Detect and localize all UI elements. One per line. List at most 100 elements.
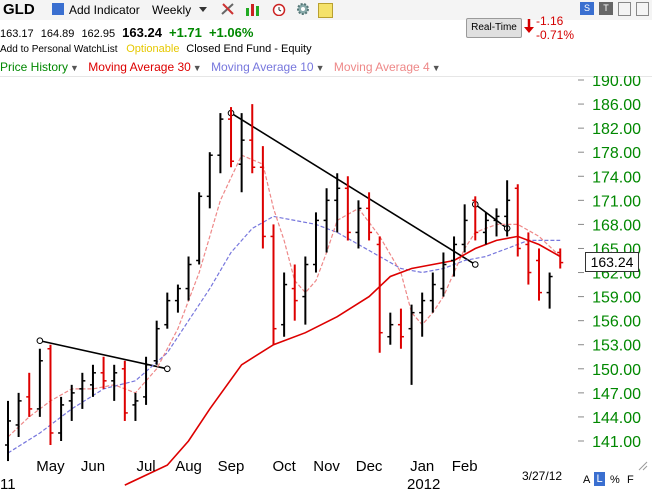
realtime-button[interactable]: Real-Time: [466, 18, 522, 38]
scale-percent-button[interactable]: %: [610, 474, 620, 486]
ohlc-bar: [26, 372, 33, 417]
ohlc-bar: [408, 304, 415, 385]
fund-type: Closed End Fund - Equity: [186, 43, 312, 55]
price-bars: [5, 104, 564, 462]
y-tick-label: 147.00: [592, 386, 641, 403]
ohlc-bar: [376, 236, 383, 353]
ohlc-bar: [525, 232, 532, 285]
ohlc-bar: [259, 146, 266, 249]
ohlc-bar: [451, 236, 458, 277]
legend-ma10-dropdown-icon[interactable]: ▼: [315, 63, 325, 73]
ohlc-bar: [79, 372, 86, 409]
x-tick-label: Dec: [356, 458, 383, 475]
legend-ma4[interactable]: Moving Average 4: [333, 60, 430, 74]
grid-icon[interactable]: [52, 3, 64, 15]
x-tick-label: Feb: [452, 458, 478, 475]
scale-f-button[interactable]: F: [627, 474, 634, 486]
y-tick-label: 178.00: [592, 145, 641, 162]
ma10-line: [7, 215, 561, 454]
ohlc-bar: [281, 272, 288, 337]
ohlc-bar: [89, 364, 96, 397]
ohlc-bar: [557, 248, 564, 269]
x-tick-label: May: [36, 458, 65, 475]
t-icon[interactable]: T: [599, 2, 613, 15]
ohlc-bar: [238, 113, 245, 193]
ohlc-bar: [546, 272, 553, 309]
x-tick-label: Oct: [272, 458, 296, 475]
ohlc-bar: [270, 224, 277, 345]
quote-change-percent: +1.06%: [208, 25, 254, 40]
legend-ma30[interactable]: Moving Average 30: [88, 60, 191, 74]
y-tick-label: 153.00: [592, 338, 641, 355]
ohlc-bar: [323, 188, 330, 253]
chevron-down-icon[interactable]: [199, 7, 207, 12]
ohlc-bar: [196, 192, 203, 265]
ohlc-bar: [121, 360, 128, 421]
date-label: 3/27/12: [522, 469, 563, 483]
ohlc-bar: [440, 252, 447, 297]
y-tick-label: 174.00: [592, 169, 641, 186]
ohlc-bar: [291, 264, 298, 321]
ohlc-bar: [355, 200, 362, 249]
x-tick-label: Aug: [175, 458, 202, 475]
legend-ma4-dropdown-icon[interactable]: ▼: [431, 63, 441, 73]
price-chart[interactable]: 141.00 144.00 147.00 150.00 153.00 156.00 159.…: [0, 76, 652, 499]
x-tick-label: Jan: [410, 458, 434, 475]
ohlc-bar: [185, 256, 192, 301]
ohlc-bar: [100, 356, 107, 389]
ohlc-bar: [143, 356, 150, 405]
ohlc-bar: [419, 292, 426, 337]
ohlc-bar: [429, 272, 436, 313]
change-value: -1.16: [536, 14, 564, 28]
ohlc-bar: [493, 208, 500, 237]
legend-price-history[interactable]: Price History: [0, 60, 69, 74]
arrow-down-icon: [524, 18, 534, 34]
change-percent: -0.71%: [536, 28, 575, 42]
ohlc-bar: [15, 392, 22, 437]
x-tick-label: Sep: [218, 458, 245, 475]
y-tick-label: 171.00: [592, 193, 641, 210]
optionable-badge: Optionable: [126, 43, 180, 55]
s-icon[interactable]: S: [580, 2, 594, 15]
legend-ma10[interactable]: Moving Average 10: [211, 60, 314, 74]
tools-icon[interactable]: [220, 2, 236, 16]
restore-icon[interactable]: [618, 2, 631, 16]
ohlc-bar: [36, 348, 43, 417]
year-left-label: 11: [0, 476, 16, 493]
last-price-box: 163.24: [585, 252, 639, 272]
ohlc-bar: [206, 152, 213, 209]
period-select[interactable]: Weekly: [152, 3, 192, 17]
y-tick-label: 186.00: [592, 97, 641, 114]
y-tick-label: 190.00: [592, 76, 641, 90]
ohlc-bar: [5, 400, 11, 462]
note-icon[interactable]: [318, 3, 333, 18]
ohlc-bar: [536, 248, 542, 301]
ohlc-bar: [387, 312, 394, 345]
ohlc-bar: [482, 212, 489, 245]
gear-icon[interactable]: [296, 2, 310, 16]
ohlc-bar: [504, 180, 511, 237]
add-indicator-button[interactable]: Add Indicator: [69, 3, 140, 17]
ohlc-bar: [249, 104, 256, 174]
legend-ma30-dropdown-icon[interactable]: ▼: [192, 63, 202, 73]
alarm-clock-icon[interactable]: [272, 2, 286, 17]
legend-price-dropdown-icon[interactable]: ▼: [70, 63, 79, 73]
bar-chart-icon[interactable]: [245, 2, 263, 16]
resize-grip-icon[interactable]: [638, 458, 648, 471]
print-icon[interactable]: [636, 2, 649, 16]
year-right-label: 2012: [407, 476, 441, 493]
open-price: 163.17: [0, 28, 34, 40]
low-price: 162.95: [81, 28, 116, 40]
change-box: -1.16 -0.71%: [536, 14, 574, 42]
scale-log-button[interactable]: L: [594, 472, 605, 486]
watchlist-link[interactable]: Add to Personal WatchList: [0, 44, 118, 55]
ohlc-bar: [217, 113, 224, 174]
ohlc-bar: [58, 396, 65, 441]
scale-a-button[interactable]: A: [583, 474, 591, 486]
ohlc-bar: [302, 256, 309, 325]
ohlc-bar: [334, 173, 341, 233]
x-axis: May Jun Jul Aug Sep Oct Nov Dec Jan Feb: [36, 458, 477, 475]
info-line: Add to Personal WatchList Optionable Clo…: [0, 43, 312, 55]
symbol-label[interactable]: GLD: [3, 1, 35, 18]
ohlc-bar: [174, 284, 181, 313]
